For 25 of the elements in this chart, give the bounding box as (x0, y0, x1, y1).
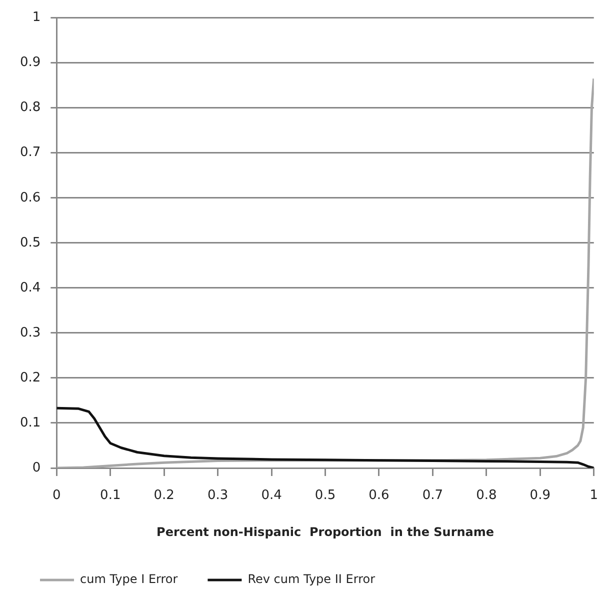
x-tick-label: 0.6 (368, 488, 390, 504)
y-tick-label: 1 (32, 10, 41, 26)
y-tick-label: 0.2 (20, 370, 41, 386)
legend-label: Rev cum Type II Error (248, 572, 376, 586)
y-tick-label: 0.6 (20, 190, 41, 206)
legend-label: cum Type I Error (80, 572, 178, 586)
y-tick-label: 0 (32, 460, 41, 476)
y-tick-label: 0.9 (20, 55, 41, 70)
x-tick-label: 0.3 (207, 488, 228, 504)
x-tick-label: 0.9 (530, 488, 550, 504)
y-tick-label: 0.4 (20, 280, 41, 296)
x-tick-label: 0.1 (100, 488, 121, 504)
x-tick-label: 0.8 (476, 488, 497, 504)
y-tick-label: 0.3 (20, 325, 41, 340)
y-tick-label: 0.8 (20, 100, 41, 116)
x-tick-label: 0.4 (261, 488, 282, 504)
x-tick-label: 0.7 (422, 488, 444, 504)
x-tick-label: 1 (590, 488, 598, 504)
x-tick-label: 0.5 (314, 488, 336, 504)
y-tick-label: 0.5 (20, 235, 41, 250)
x-axis-title: Percent non-Hispanic Proportion in the Surname (156, 524, 494, 539)
x-tick-label: 0.2 (154, 488, 174, 504)
y-tick-label: 0.7 (20, 145, 41, 160)
y-tick-label: 0.1 (20, 415, 41, 430)
x-tick-label: 0 (52, 488, 61, 504)
